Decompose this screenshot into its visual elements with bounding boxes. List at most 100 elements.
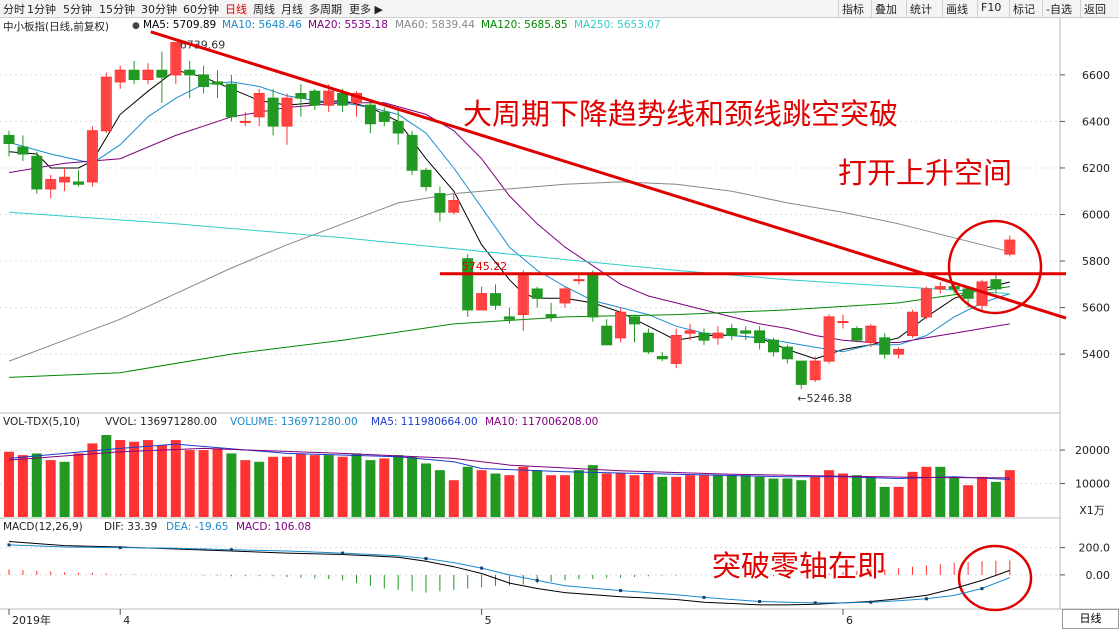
tool-button-3[interactable]: 画线 [946, 3, 968, 16]
candle-body [879, 337, 891, 355]
volume-bar [184, 450, 195, 517]
volume-bar [476, 470, 487, 517]
volume-bar [546, 475, 557, 517]
volume-info-row: VOL-TDX(5,10) VVOL: 136971280.00 VOLUME:… [0, 415, 1060, 430]
period-tab-0[interactable]: 分时 [3, 3, 25, 16]
volume-bar [434, 470, 445, 517]
tool-button-0[interactable]: 指标 [842, 3, 864, 16]
ma60-line [8, 181, 1010, 362]
macd-circle [957, 544, 1033, 612]
period-tab-9[interactable]: 多周期 [309, 3, 342, 16]
volume-ma10-value: MA10: 117006208.00 [485, 416, 599, 428]
candle-body [601, 325, 613, 346]
candle-body [225, 83, 237, 118]
period-tab-6[interactable]: 日线 [225, 3, 247, 16]
period-tab-1[interactable]: 1分钟 [27, 3, 56, 16]
candle-body [629, 316, 640, 325]
volume-bar [935, 466, 946, 517]
candle-body [17, 146, 29, 155]
volume-bar [351, 453, 362, 517]
period-tab-2[interactable]: 5分钟 [63, 3, 92, 16]
candle-body [378, 111, 390, 122]
volume-bar [17, 455, 28, 517]
candle-fill [921, 288, 931, 317]
period-tab-7[interactable]: 周线 [253, 3, 275, 16]
volume-bar [824, 470, 835, 517]
volume-bar [977, 476, 987, 517]
period-tab-4[interactable]: 30分钟 [141, 3, 177, 16]
candle-fill [616, 312, 626, 338]
volume-title: VOL-TDX(5,10) [3, 416, 81, 428]
candle-fill [171, 42, 181, 75]
date-tick-label: 2019年 [12, 613, 51, 627]
candle-fill [115, 70, 125, 82]
macd-value: MACD: 106.08 [236, 521, 312, 533]
dea-marker [7, 543, 11, 547]
tool-button-1[interactable]: 叠加 [875, 3, 897, 16]
candle-body [434, 193, 446, 213]
candle-fill [810, 361, 820, 380]
candle-body [128, 69, 140, 81]
candle-fill [143, 70, 153, 80]
volume-bar [657, 476, 668, 517]
candle-body [295, 93, 307, 99]
candlestick-chart[interactable]: 5400 5600 5800 6000 6200 6400 6600 10000 20000 X1… [0, 17, 1119, 629]
candle-body [392, 120, 404, 134]
period-tab-8[interactable]: 月线 [281, 3, 303, 16]
toolbar-separator [1042, 0, 1043, 17]
volume-bar [796, 480, 807, 517]
tool-button-2[interactable]: 统计 [910, 3, 932, 16]
volume-bar [421, 463, 431, 517]
tool-button-6[interactable]: -自选 [1046, 3, 1072, 16]
volume-bar [393, 455, 404, 517]
neckline-price-label: 5745.22 [462, 260, 508, 273]
volume-value: VOLUME: 136971280.00 [230, 416, 358, 428]
volume-bar [907, 471, 918, 517]
volume-bar [615, 473, 626, 517]
dif-line [8, 541, 1010, 606]
volume-bar [782, 478, 793, 517]
daily-tab[interactable]: 日线 [1062, 609, 1119, 629]
volume-bar [560, 475, 570, 517]
candle-fill [282, 98, 292, 127]
volume-bar [87, 443, 98, 517]
volume-bar [893, 486, 904, 517]
ma20-value: MA20: 5535.18 [308, 19, 388, 31]
info-dropdown-icon[interactable]: ● [132, 21, 140, 31]
candle-fill [1005, 240, 1015, 255]
candle-fill [46, 179, 56, 189]
volume-bar [587, 465, 598, 517]
candle-fill [908, 312, 917, 336]
volume-unit-label: X1万 [1079, 504, 1105, 517]
tool-button-7[interactable]: 返回 [1084, 3, 1106, 16]
candle-body [587, 274, 599, 318]
dea-value: DEA: -19.65 [166, 521, 229, 533]
macd-tick-label: 0.00 [1086, 569, 1111, 582]
candle-fill [477, 293, 487, 310]
period-tab-10[interactable]: 更多 ▶ [349, 3, 383, 16]
candle-fill [977, 281, 987, 306]
dea-marker [758, 600, 762, 603]
volume-bar [963, 485, 974, 517]
candle-body [754, 330, 766, 343]
tool-button-4[interactable]: F10 [981, 1, 1002, 14]
dea-marker [869, 600, 873, 604]
tool-button-5[interactable]: 标记 [1013, 3, 1035, 16]
volume-bar [462, 466, 473, 517]
period-tab-5[interactable]: 60分钟 [183, 3, 219, 16]
volume-bar [851, 475, 862, 517]
volume-bar [712, 475, 723, 517]
macd-zero-axis-annotation: 突破零轴在即 [712, 549, 887, 583]
volume-bar [101, 435, 112, 517]
candle-body [545, 314, 557, 318]
volume-bar [671, 476, 682, 517]
candle-body [156, 69, 168, 78]
price-tick-label: 6200 [1082, 162, 1110, 175]
candle-body [795, 360, 807, 385]
volume-bar [643, 473, 654, 517]
volume-bar [4, 451, 14, 517]
period-tab-3[interactable]: 15分钟 [99, 3, 135, 16]
ma250-line [8, 211, 1010, 295]
date-tick-label: 4 [123, 614, 130, 627]
volume-bar [949, 476, 960, 517]
